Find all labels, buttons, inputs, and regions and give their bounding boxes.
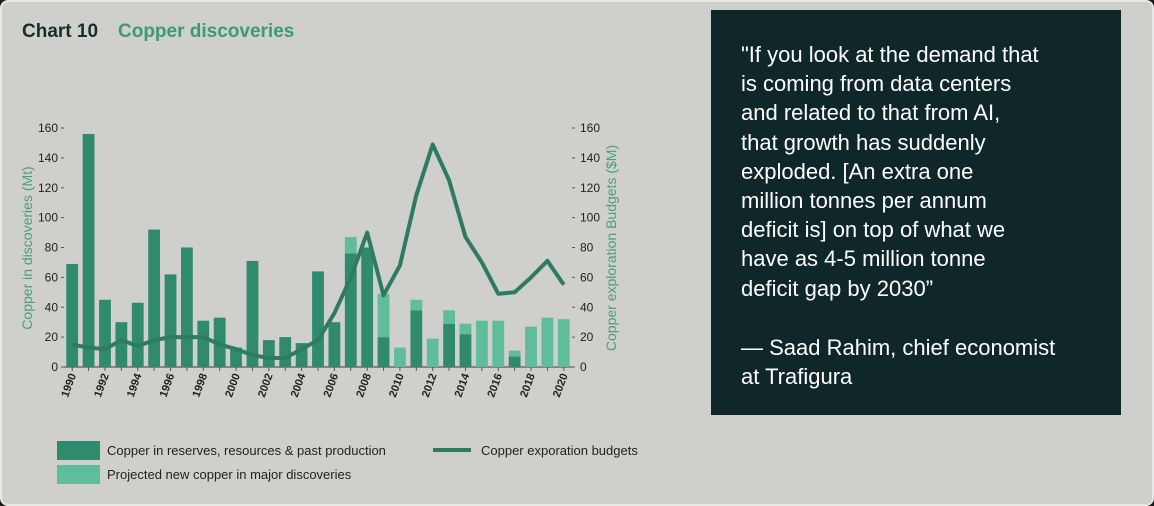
y2-tick-label: 120 [580,181,600,195]
bar [394,347,406,367]
bar [541,317,554,367]
x-tick-label: 2008 [354,372,374,399]
y-tick-label: 100 [38,211,58,225]
x-tick-label: 2018 [518,372,538,399]
bar [197,320,210,367]
y2-tick-label: 80 [580,241,594,255]
y-tick-label: 40 [45,300,59,314]
y-tick-label: 160 [38,121,58,135]
x-tick-label: 2014 [453,371,473,399]
bar [361,247,374,367]
bar [344,253,357,367]
attribution-line: at Trafigura [741,364,853,390]
bar [246,260,259,367]
y-axis-title: Copper in discoveries (Mt) [19,166,35,329]
bar [508,350,521,357]
y2-tick-label: 140 [580,151,600,165]
chart-label: Chart 10 [22,21,98,42]
x-tick-label: 1998 [190,372,210,399]
y-tick-label: 120 [38,181,58,195]
x-tick-label: 1996 [158,372,178,399]
bar [410,310,423,367]
bar [213,317,226,367]
bar [262,340,275,367]
bar [230,347,242,367]
bar [148,229,161,367]
bar [181,247,193,367]
bar [82,133,95,367]
bar [279,337,292,367]
x-tick-label: 2006 [322,372,342,399]
y2-tick-label: 40 [580,300,594,314]
x-tick-label: 1994 [125,371,145,399]
quote-box: "If you look at the demand that is coming… [711,10,1121,415]
spacer [741,303,1101,333]
y2-tick-label: 160 [580,121,600,135]
bar [295,343,308,367]
y-tick-label: 20 [45,330,59,344]
legend-label: Copper exporation budgets [481,443,638,458]
legend-label: Projected new copper in major discoverie… [107,467,352,482]
quote-line: deficit gap by 2030” [741,275,934,301]
chart-title: Copper discoveries [118,21,294,42]
bar [115,322,128,367]
quote-line: million tonnes per annum [741,188,987,214]
bar [410,299,423,311]
quote-line: exploded. [An extra one [741,158,974,184]
x-tick-label: 2020 [551,372,571,399]
x-tick-label: 2004 [289,371,309,399]
y2-tick-label: 20 [580,330,594,344]
quote-line: have as 4-5 million tonne [741,246,986,272]
bar [508,356,521,367]
y-tick-label: 140 [38,151,58,165]
bar [164,274,177,367]
legend-swatch [57,441,100,460]
quote-line: and related to that from AI, [741,100,1001,126]
bar [344,237,357,254]
bar [459,323,472,335]
y2-tick-label: 60 [580,270,594,284]
quote-line: is coming from data centers [741,71,1012,97]
bar [99,299,111,367]
bar [459,334,472,367]
y2-axis-title: Copper exploration Budgets ($M) [603,145,619,351]
bar [443,323,455,367]
bar [557,319,570,367]
bar [475,320,488,367]
x-tick-label: 2010 [387,372,407,399]
bar [328,322,341,367]
attribution-line: — Saad Rahim, chief economist [741,334,1056,360]
quote-line: "If you look at the demand that [741,42,1039,67]
quote-line: that growth has suddenly [741,129,986,155]
bar [426,338,439,367]
x-tick-label: 2012 [420,372,440,399]
x-tick-label: 2000 [223,372,243,399]
legend-swatch [57,465,100,484]
bar [525,326,537,367]
bar [131,302,144,367]
y2-tick-label: 0 [580,360,587,374]
bar [377,337,390,367]
chart: Chart 10 Copper discoveries Copper in di… [19,21,638,484]
bar [377,293,390,338]
bar [66,263,79,367]
quote-line: deficit is] on top of what we [741,217,1006,243]
y-tick-label: 0 [51,360,58,374]
y-tick-label: 60 [45,270,59,284]
line-series [71,142,566,360]
bar [443,310,455,324]
x-tick-label: 2002 [256,372,276,399]
legend-label: Copper in reserves, resources & past pro… [107,443,386,458]
x-tick-label: 2016 [485,372,505,399]
bar [312,271,324,367]
x-tick-label: 1990 [59,372,79,399]
y2-tick-label: 100 [580,211,600,225]
x-tick-label: 1992 [92,372,112,399]
y-tick-label: 80 [45,241,59,255]
bar [492,320,505,367]
